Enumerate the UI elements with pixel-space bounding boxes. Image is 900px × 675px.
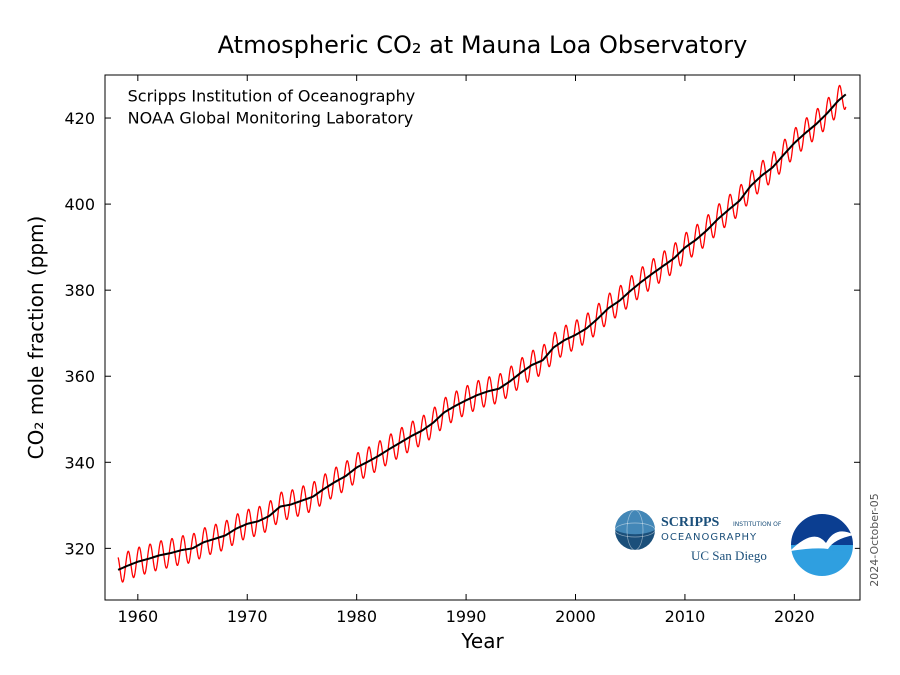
svg-text:1970: 1970 <box>227 607 268 626</box>
svg-text:INSTITUTION OF: INSTITUTION OF <box>733 521 782 528</box>
svg-text:Scripps Institution of Oceanog: Scripps Institution of Oceanography <box>128 86 416 105</box>
chart-svg: 1960 1970 1980 1990 2000 2010 2020 320 340 360 380… <box>0 0 900 675</box>
svg-text:400: 400 <box>64 195 95 214</box>
svg-text:420: 420 <box>64 109 95 128</box>
svg-text:SCRIPPS: SCRIPPS <box>661 515 720 530</box>
svg-text:UC San Diego: UC San Diego <box>691 548 767 563</box>
svg-text:2000: 2000 <box>555 607 596 626</box>
svg-text:2024-October-05: 2024-October-05 <box>868 493 881 587</box>
svg-text:1990: 1990 <box>446 607 487 626</box>
chart-container: 1960 1970 1980 1990 2000 2010 2020 320 340 360 380… <box>0 0 900 675</box>
svg-text:320: 320 <box>64 539 95 558</box>
svg-text:1960: 1960 <box>117 607 158 626</box>
svg-text:CO₂ mole fraction (ppm): CO₂ mole fraction (ppm) <box>24 216 48 460</box>
svg-text:Year: Year <box>460 629 504 653</box>
svg-text:OCEANOGRAPHY: OCEANOGRAPHY <box>661 532 757 543</box>
svg-text:340: 340 <box>64 453 95 472</box>
svg-text:2010: 2010 <box>665 607 706 626</box>
svg-text:1980: 1980 <box>336 607 377 626</box>
svg-text:Atmospheric CO₂ at Mauna Loa O: Atmospheric CO₂ at Mauna Loa Observatory <box>218 31 748 59</box>
svg-text:NOAA Global Monitoring Laborat: NOAA Global Monitoring Laboratory <box>128 108 414 127</box>
svg-text:380: 380 <box>64 281 95 300</box>
svg-text:2020: 2020 <box>774 607 815 626</box>
svg-text:360: 360 <box>64 367 95 386</box>
